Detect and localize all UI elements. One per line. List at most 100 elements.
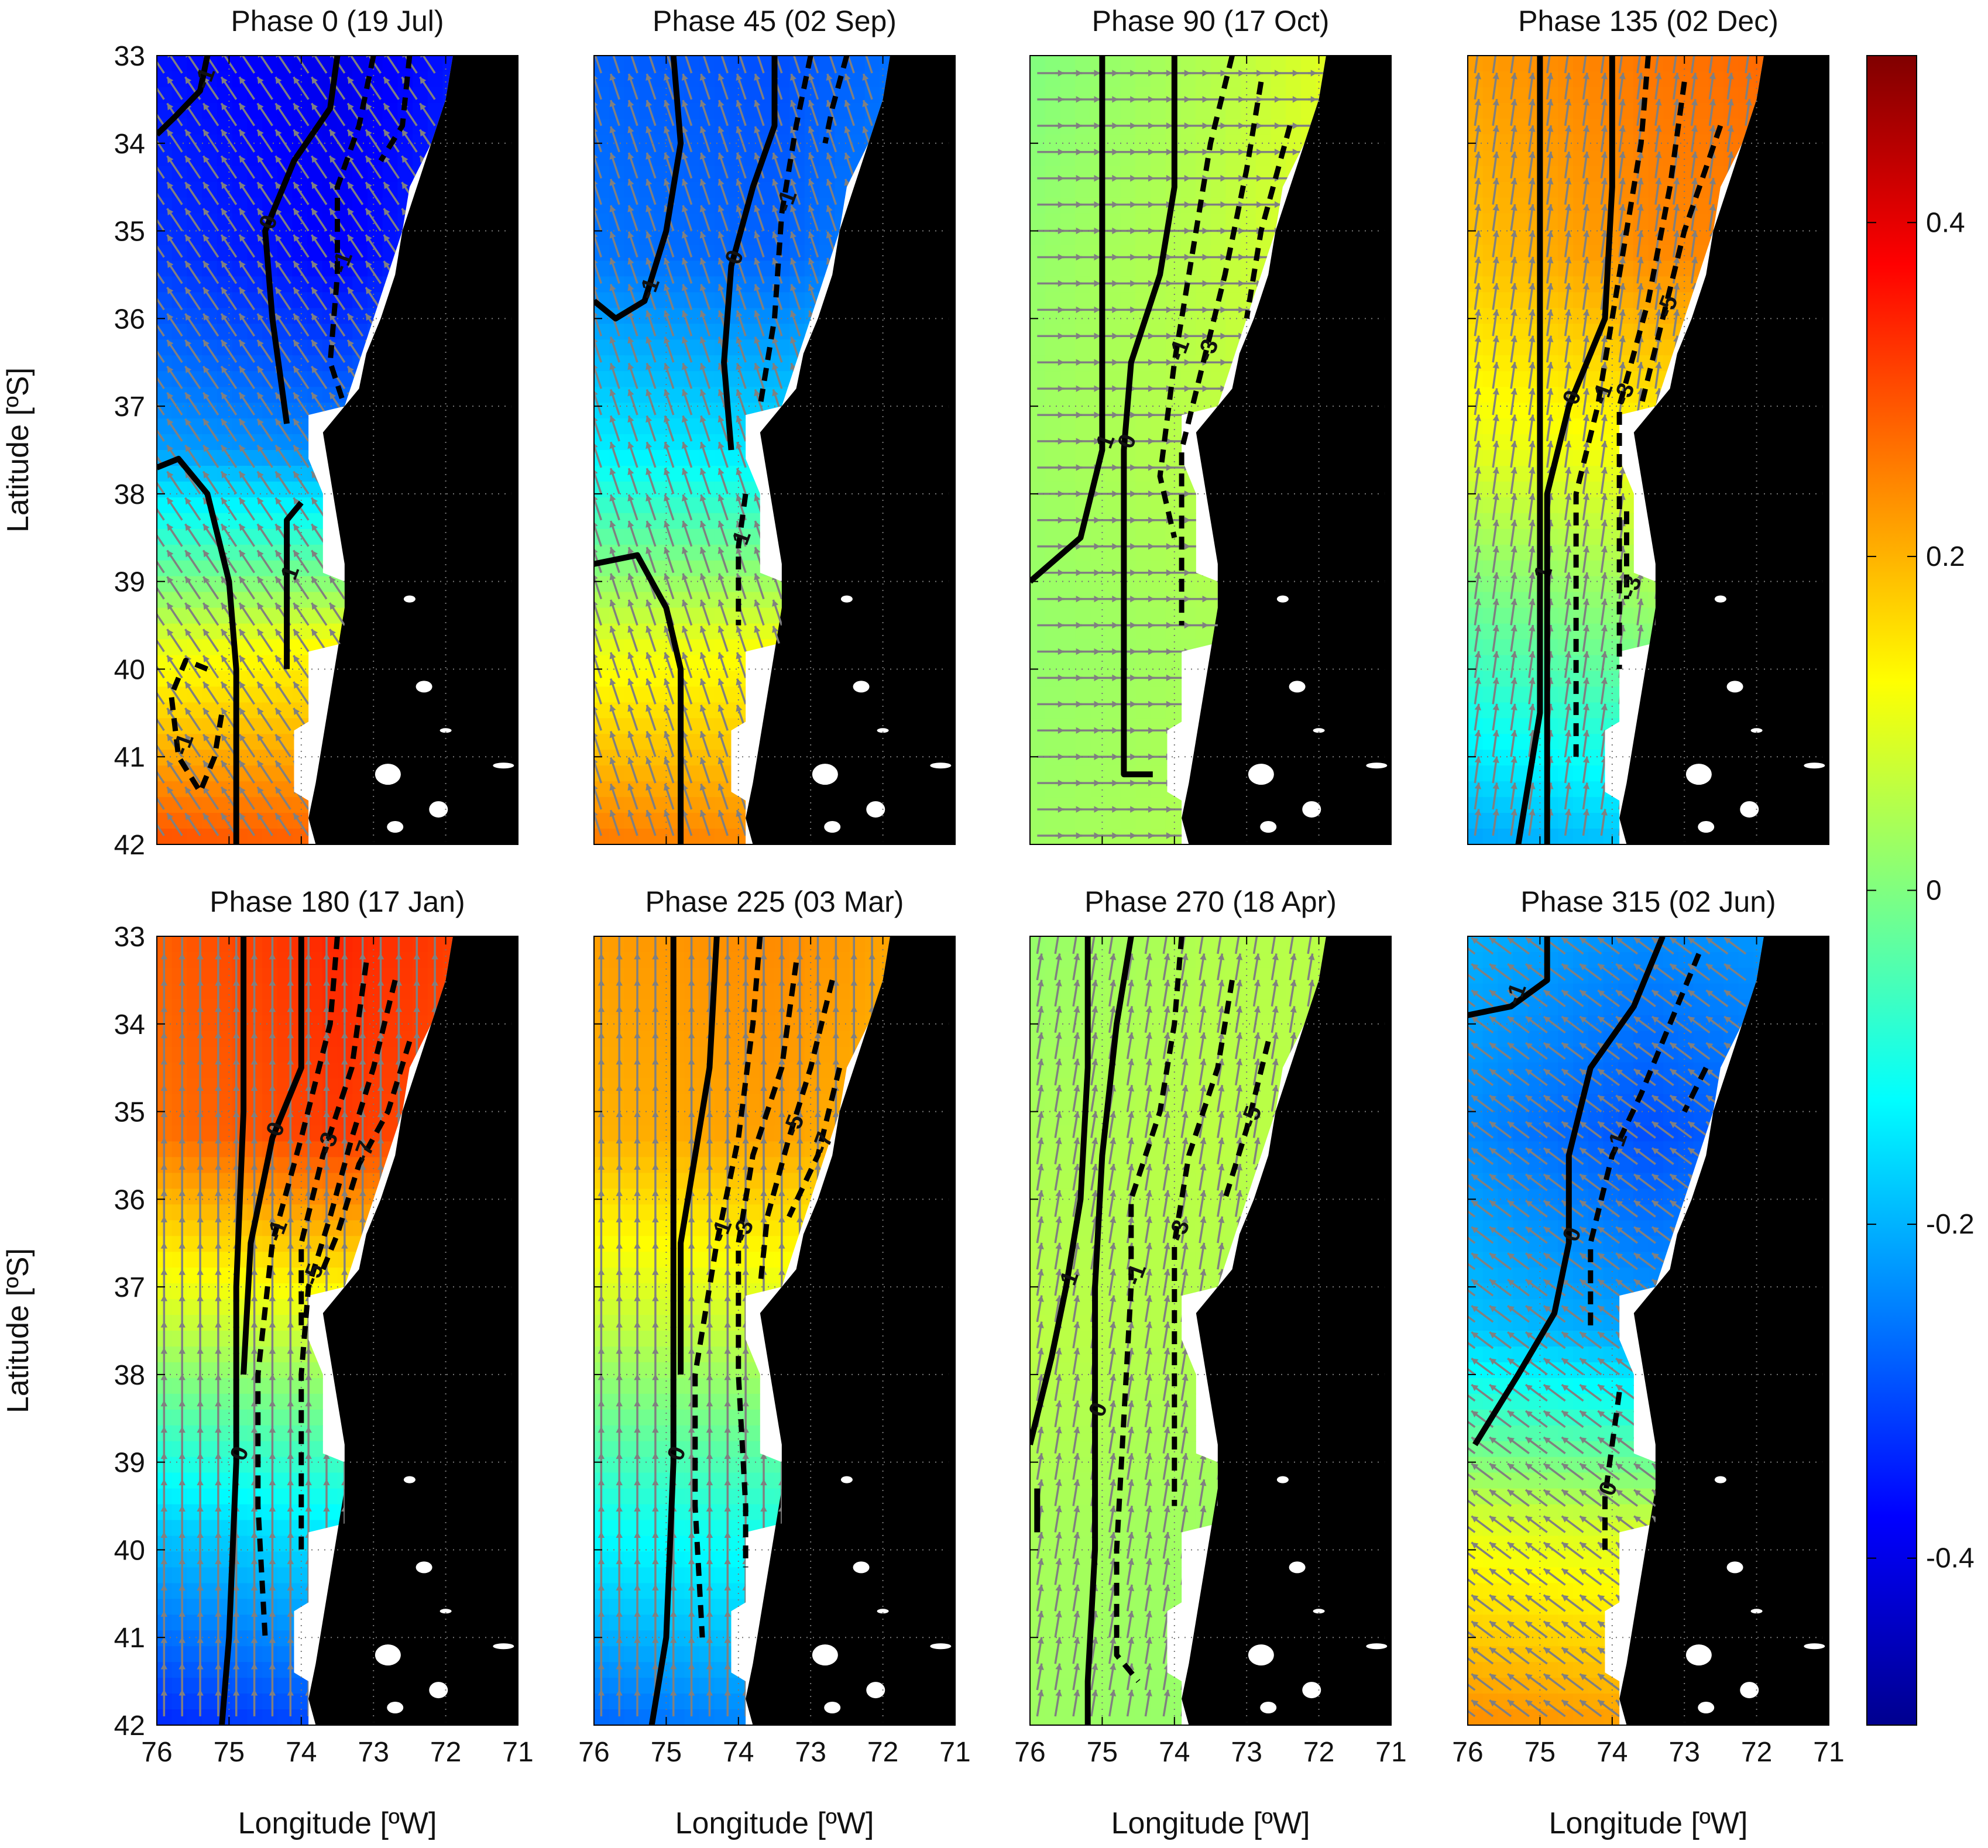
field-cell bbox=[1030, 276, 1046, 293]
wind-vector-head bbox=[736, 205, 743, 212]
contour-solid bbox=[284, 500, 304, 669]
field-cell bbox=[1075, 56, 1091, 72]
wind-vector-head bbox=[383, 182, 390, 190]
wind-vector-head bbox=[329, 129, 336, 137]
wind-vector bbox=[419, 56, 436, 74]
wind-vector-head bbox=[664, 810, 670, 817]
field-cell bbox=[1240, 245, 1256, 262]
wind-vector-head bbox=[348, 235, 354, 242]
field-cell bbox=[714, 197, 730, 214]
field-cell bbox=[1210, 339, 1226, 356]
field-cell bbox=[1225, 118, 1241, 135]
field-cell bbox=[1150, 87, 1166, 104]
lake-shape bbox=[375, 764, 401, 785]
wind-vector-head bbox=[329, 629, 336, 637]
wind-vector-head bbox=[167, 708, 174, 715]
wind-vector-head bbox=[646, 336, 653, 344]
wind-vector-head bbox=[754, 231, 761, 239]
field-cell bbox=[337, 292, 353, 309]
wind-vector-head bbox=[257, 655, 264, 663]
wind-vector bbox=[157, 628, 165, 652]
y-tick-label: 42 bbox=[114, 830, 145, 861]
wind-vector bbox=[184, 56, 201, 74]
wind-vector-head bbox=[329, 235, 336, 242]
field-cell bbox=[624, 245, 640, 262]
field-cell bbox=[337, 56, 353, 72]
field-cell bbox=[1060, 118, 1076, 135]
wind-vector-head bbox=[699, 363, 706, 370]
field-cell bbox=[1060, 181, 1076, 198]
wind-vector-head bbox=[329, 208, 336, 216]
field-cell bbox=[247, 403, 263, 419]
field-cell bbox=[684, 671, 700, 688]
wind-vector-head bbox=[790, 310, 796, 318]
wind-vector-head bbox=[681, 284, 688, 291]
y-tick-label: 40 bbox=[114, 654, 145, 685]
wind-vector-head bbox=[239, 392, 246, 400]
wind-vector-head bbox=[185, 629, 192, 637]
wind-vector-head bbox=[311, 339, 318, 347]
field-cell bbox=[744, 56, 760, 72]
wind-vector-head bbox=[772, 363, 779, 370]
wind-vector-head bbox=[627, 284, 634, 291]
field-cell bbox=[352, 181, 368, 198]
field-cell bbox=[1225, 102, 1241, 119]
field-cell bbox=[171, 781, 188, 798]
wind-vector-head bbox=[221, 339, 228, 347]
wind-vector-head bbox=[203, 287, 210, 295]
field-cell bbox=[594, 434, 610, 451]
wind-vector-head bbox=[808, 126, 815, 133]
wind-vector-head bbox=[185, 77, 192, 84]
wind-vector-head bbox=[664, 626, 670, 633]
field-cell bbox=[262, 71, 278, 88]
wind-vector bbox=[157, 812, 165, 836]
field-cell bbox=[1210, 56, 1226, 72]
field-cell bbox=[804, 197, 820, 214]
wind-vector-head bbox=[203, 734, 210, 741]
field-cell bbox=[171, 339, 188, 356]
wind-vector bbox=[844, 56, 855, 74]
field-cell bbox=[247, 371, 263, 387]
wind-vector-head bbox=[293, 208, 300, 216]
wind-vector-head bbox=[681, 415, 688, 423]
wind-vector-head bbox=[754, 205, 761, 212]
field-cell bbox=[1105, 260, 1121, 277]
wind-vector-head bbox=[609, 494, 616, 501]
wind-vector-head bbox=[221, 156, 228, 163]
wind-vector-head bbox=[646, 547, 653, 554]
wind-vector-head bbox=[627, 257, 634, 265]
wind-vector-head bbox=[790, 284, 796, 291]
wind-vector bbox=[157, 655, 165, 679]
wind-vector-head bbox=[664, 547, 670, 554]
wind-vector-head bbox=[627, 521, 634, 528]
wind-vector-head bbox=[329, 287, 336, 295]
wind-vector-head bbox=[646, 100, 653, 107]
field-cell bbox=[247, 450, 263, 466]
wind-vector-head bbox=[185, 445, 192, 452]
field-cell bbox=[624, 639, 640, 656]
contour-dashed bbox=[757, 56, 813, 407]
wind-vector-head bbox=[257, 156, 264, 163]
wind-vector-head bbox=[348, 366, 354, 373]
wind-vector-head bbox=[257, 235, 264, 242]
field-cell bbox=[171, 71, 188, 88]
field-cell bbox=[1030, 355, 1046, 372]
wind-vector-head bbox=[754, 363, 761, 370]
wind-vector-head bbox=[736, 310, 743, 318]
wind-vector bbox=[594, 56, 603, 74]
wind-vector-head bbox=[646, 442, 653, 449]
field-cell bbox=[1045, 118, 1061, 135]
field-cell bbox=[262, 623, 278, 640]
wind-vector-head bbox=[594, 74, 598, 81]
field-cell bbox=[654, 639, 670, 656]
wind-vector bbox=[157, 733, 165, 758]
wind-vector-head bbox=[167, 366, 174, 373]
field-cell bbox=[157, 718, 173, 735]
wind-vector-head bbox=[275, 760, 282, 768]
field-cell bbox=[654, 134, 670, 151]
wind-vector-head bbox=[257, 524, 264, 531]
wind-vector-head bbox=[609, 363, 616, 370]
wind-vector-head bbox=[609, 652, 616, 659]
wind-vector-head bbox=[239, 786, 246, 794]
field-cell bbox=[624, 829, 640, 844]
